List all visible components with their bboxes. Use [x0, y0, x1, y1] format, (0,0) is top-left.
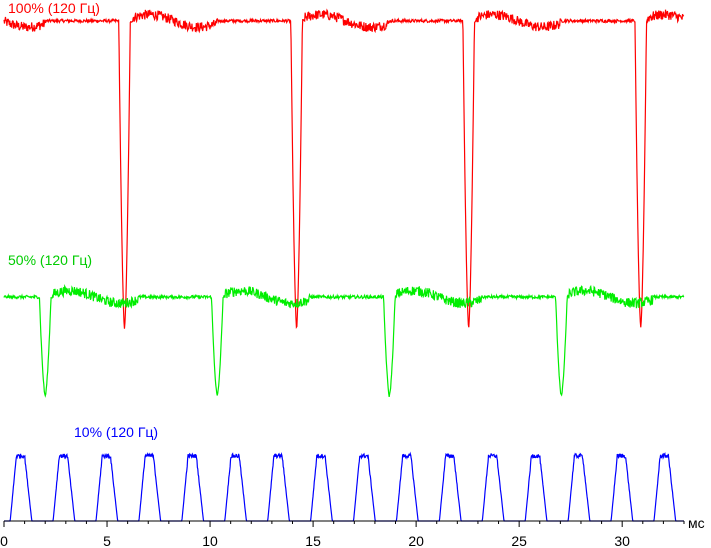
- x-unit-label: мс: [688, 515, 705, 531]
- x-tick-label: 5: [103, 533, 111, 548]
- series-labels: 100% (120 Гц) 50% (120 Гц) 10% (120 Гц): [8, 0, 158, 440]
- x-tick-label: 25: [511, 533, 527, 548]
- series-line-2: [3, 283, 685, 398]
- x-tick-label: 15: [305, 533, 321, 548]
- x-tick-label: 10: [202, 533, 218, 548]
- x-tick-label: 20: [408, 533, 424, 548]
- x-tick-label: 30: [614, 533, 630, 548]
- series-layer: [3, 8, 685, 522]
- series-line-3: [4, 451, 684, 522]
- x-tick-label: 0: [0, 533, 8, 548]
- series-label-1: 100% (120 Гц): [8, 0, 100, 16]
- series-label-2: 50% (120 Гц): [8, 252, 92, 268]
- series-label-3: 10% (120 Гц): [74, 424, 158, 440]
- x-ticks: 0 5 10 15 20 25 30: [0, 521, 685, 548]
- series-line-1: [3, 8, 685, 330]
